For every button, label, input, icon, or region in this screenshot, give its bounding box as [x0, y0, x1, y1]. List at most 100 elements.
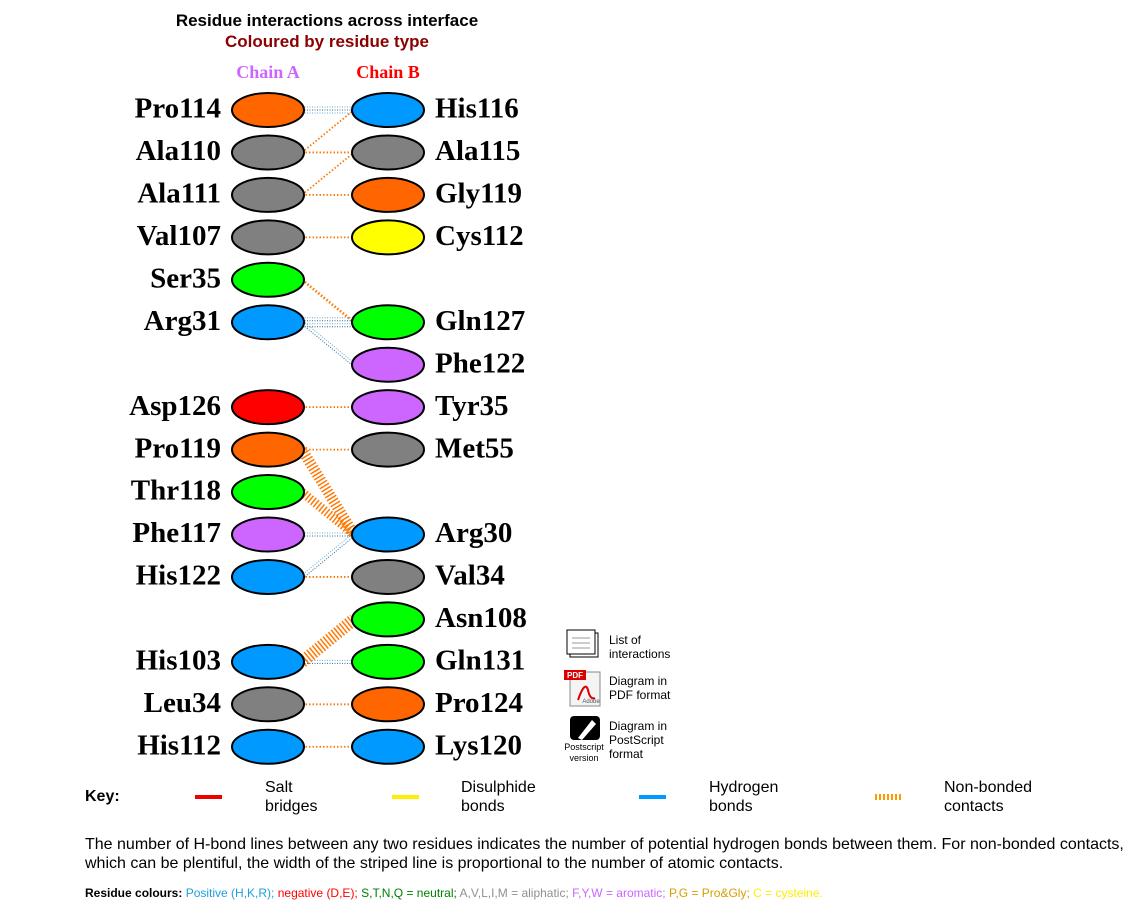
residue-b-label: His116 — [435, 93, 519, 125]
key-hbond-swatch — [639, 795, 666, 799]
adobe-icon-text: Adobe — [582, 699, 600, 705]
residue-a-label: Arg31 — [144, 305, 221, 337]
residue-a-label: Val107 — [137, 220, 221, 252]
residue-a-label: Pro119 — [135, 432, 221, 464]
residue-b-label: Arg30 — [435, 517, 512, 549]
residue-a — [231, 474, 305, 511]
residue-b — [351, 558, 425, 595]
residue-a — [231, 728, 305, 765]
key-disulphide: Disulphide bonds — [461, 779, 536, 815]
key-hbond: Hydrogen bonds — [709, 779, 779, 815]
residue-b — [351, 516, 425, 553]
postscript-icon-text: Postscript version — [564, 742, 604, 763]
residue-b-label: Gln127 — [435, 305, 525, 337]
residue-a — [231, 431, 305, 468]
residue-a — [231, 219, 305, 256]
key-disulphide-swatch — [392, 795, 419, 799]
residue-b — [351, 686, 425, 723]
link-list[interactable]: List of interactions — [609, 633, 671, 661]
nonbonded-contact — [297, 446, 359, 538]
residue-b — [351, 304, 425, 341]
pdf-icon[interactable]: PDF Adobe — [564, 670, 601, 707]
residue-b-label: Met55 — [435, 432, 514, 464]
residue-a-label: His112 — [137, 729, 221, 761]
residue-b — [351, 643, 425, 680]
residue-b — [351, 601, 425, 638]
nonbonded-contact — [301, 278, 355, 324]
hydrogen-bond — [302, 320, 356, 364]
residue-colours-label: Residue colours: — [85, 886, 183, 900]
residue-a — [231, 134, 305, 171]
residue-b-label: Lys120 — [435, 729, 522, 761]
residue-a-label: Thr118 — [131, 475, 221, 507]
link-pdf[interactable]: Diagram in PDF format — [609, 674, 671, 702]
residue-b — [351, 219, 425, 256]
key-salt: Salt bridges — [265, 779, 318, 815]
residue-b-label: Ala115 — [435, 135, 520, 167]
residue-a-label: Ser35 — [150, 262, 221, 294]
residue-a — [231, 92, 305, 128]
residue-a-label: His103 — [136, 645, 221, 677]
residue-a-label: Leu34 — [144, 687, 221, 719]
title: Residue interactions across interface — [176, 11, 478, 30]
key-salt-swatch — [195, 795, 222, 799]
key-nonbonded-swatch — [875, 794, 902, 800]
residue-b-label: Asn108 — [435, 602, 527, 634]
residue-a-label: Asp126 — [129, 390, 221, 422]
residue-colour-item: P,G = Pro&Gly; — [668, 886, 750, 900]
residue-b — [351, 176, 425, 213]
note: The number of H-bond lines between any t… — [85, 836, 1124, 872]
residue-b — [351, 431, 425, 468]
key-nonbonded: Non-bonded contacts — [944, 779, 1033, 815]
subtitle: Coloured by residue type — [225, 32, 429, 51]
hydrogen-bond — [302, 535, 356, 579]
residue-b — [351, 92, 425, 128]
residue-a-label: Phe117 — [132, 517, 221, 549]
residue-colour-item: Positive (H,K,R); — [185, 886, 275, 900]
postscript-icon[interactable] — [570, 716, 600, 740]
residue-b-label: Cys112 — [435, 220, 524, 252]
residue-b-label: Pro124 — [435, 687, 523, 719]
hydrogen-bond — [300, 323, 354, 367]
hydrogen-bond — [300, 532, 354, 577]
chain-b-label: Chain B — [356, 62, 420, 82]
residue-colour-item: C = cysteine. — [753, 886, 823, 900]
residue-colour-item: negative (D,E); — [277, 886, 358, 900]
residue-b — [351, 728, 425, 765]
residue-b-label: Tyr35 — [435, 390, 509, 422]
chain-a-label: Chain A — [236, 62, 300, 82]
residue-a-label: Ala110 — [136, 135, 221, 167]
residue-b-label: Phe122 — [435, 347, 525, 379]
residue-colour-item: F,Y,W = aromatic; — [572, 886, 666, 900]
key-label: Key: — [85, 788, 120, 805]
diagram: Residue interactions across interface Co… — [129, 11, 601, 765]
residue-a — [231, 261, 305, 298]
residue-a — [231, 389, 305, 426]
link-postscript[interactable]: Diagram in PostScript format — [609, 719, 668, 761]
residue-colour-item: S,T,N,Q = neutral; — [361, 886, 457, 900]
residue-b — [351, 389, 425, 426]
residue-b-label: Val34 — [435, 560, 505, 592]
nonbonded-contact — [299, 488, 357, 538]
nonbonded-contact — [301, 151, 355, 196]
residue-a — [231, 176, 305, 213]
nonbonded-contact — [301, 109, 355, 154]
residue-a-label: His122 — [136, 560, 221, 592]
list-icon[interactable] — [566, 629, 599, 658]
residue-a — [231, 643, 305, 680]
nonbonded-contact — [298, 614, 358, 667]
residue-a-label: Pro114 — [135, 93, 221, 125]
residue-a — [231, 686, 305, 723]
residue-a — [231, 558, 305, 595]
residue-b — [351, 134, 425, 171]
pdf-icon-text: PDF — [567, 671, 583, 680]
residue-colour-item: A,V,L,I,M = aliphatic; — [459, 886, 569, 900]
residue-a-label: Ala111 — [137, 178, 221, 210]
residue-colours: Residue colours: Positive (H,K,R); negat… — [85, 886, 823, 900]
residue-b-label: Gly119 — [435, 178, 522, 210]
residue-a — [231, 516, 305, 553]
residue-b — [351, 346, 425, 383]
residue-b-label: Gln131 — [435, 645, 525, 677]
residue-a — [231, 304, 305, 341]
